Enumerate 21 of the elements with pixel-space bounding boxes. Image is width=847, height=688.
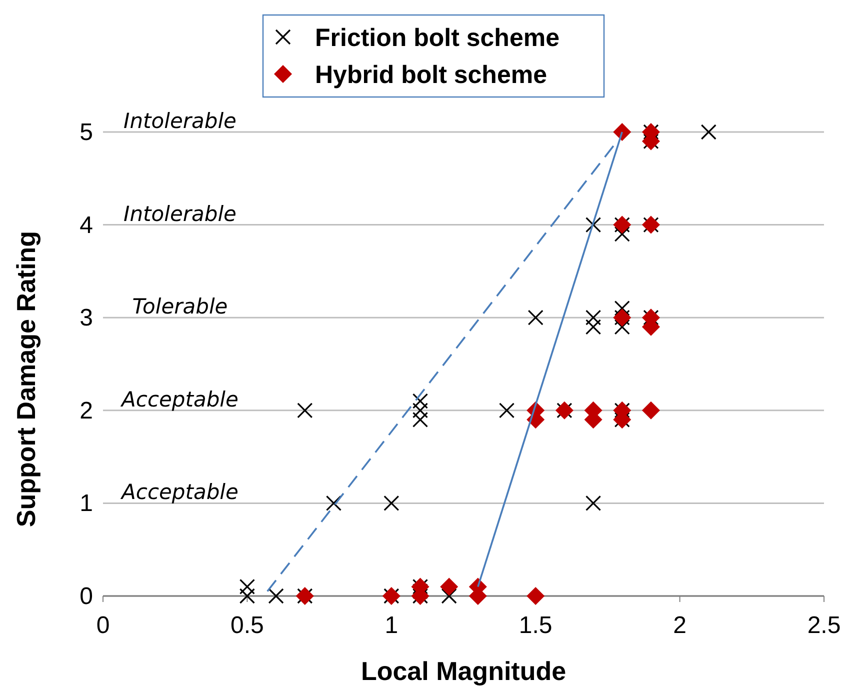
x-tick-label: 0 [96,612,110,639]
y-tick-label: 3 [80,304,93,332]
x-tick-label: 2 [673,612,686,639]
legend-label: Friction bolt scheme [315,24,560,52]
annotation: Intolerable [124,202,236,226]
annotation: Intolerable [124,109,236,133]
x-tick-label: 1 [384,612,398,639]
x-tick-label: 1.5 [518,612,552,639]
annotation: Acceptable [120,480,238,504]
x-tick-label: 0.5 [230,612,264,639]
x-tick-label: 2.5 [807,612,841,639]
y-tick-label: 2 [80,397,93,424]
y-tick-label: 0 [80,583,93,610]
y-tick-label: 4 [80,212,93,239]
y-tick-label: 1 [80,490,93,518]
annotation: Acceptable [120,387,238,412]
x-axis-title: Local Magnitude [360,656,566,686]
annotation: Tolerable [132,294,228,319]
y-tick-label: 5 [80,119,93,146]
legend-label: Hybrid bolt scheme [315,61,548,89]
y-axis-title: Support Damage Rating [11,230,41,528]
